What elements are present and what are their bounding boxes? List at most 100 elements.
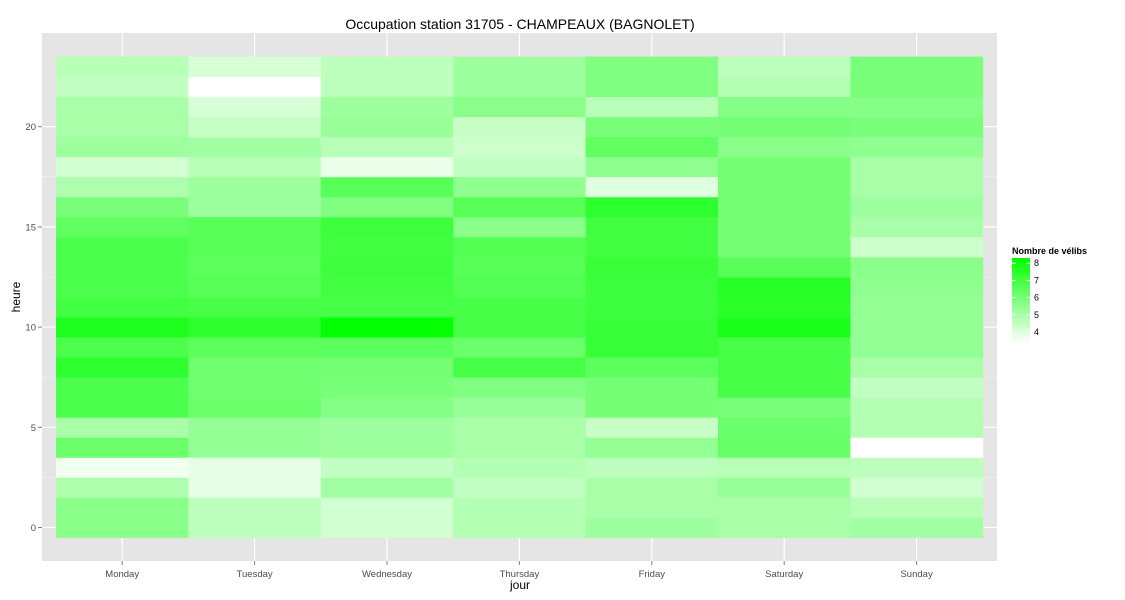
heatmap-cell bbox=[188, 216, 322, 238]
heatmap-cell bbox=[453, 116, 586, 138]
legend-tick-label: 7 bbox=[1034, 275, 1039, 285]
heatmap-cells bbox=[56, 56, 984, 538]
heatmap-cell bbox=[585, 477, 719, 498]
heatmap-cell bbox=[453, 297, 586, 318]
heatmap-cell bbox=[850, 337, 984, 358]
heatmap-cell bbox=[320, 76, 454, 98]
y-tick-label: 15 bbox=[25, 222, 36, 233]
heatmap-cell bbox=[453, 277, 586, 298]
heatmap-cell bbox=[320, 377, 454, 398]
y-tick-label: 10 bbox=[25, 323, 36, 334]
heatmap-cell bbox=[585, 397, 719, 418]
heatmap-cell bbox=[56, 297, 189, 318]
chart-title: Occupation station 31705 - CHAMPEAUX (BA… bbox=[345, 16, 694, 32]
heatmap-cell bbox=[320, 136, 454, 158]
heatmap-cell bbox=[188, 337, 322, 358]
heatmap-cell bbox=[320, 256, 454, 278]
heatmap-cell bbox=[453, 397, 586, 418]
heatmap-cell bbox=[718, 116, 851, 138]
x-tick-label: Friday bbox=[639, 569, 666, 580]
heatmap-cell bbox=[56, 457, 189, 478]
y-tick-label: 5 bbox=[31, 423, 36, 434]
heatmap-cell bbox=[56, 96, 189, 118]
heatmap-cell bbox=[585, 457, 719, 478]
x-tick-label: Saturday bbox=[765, 569, 803, 580]
heatmap-cell bbox=[453, 337, 586, 358]
heatmap-cell bbox=[585, 216, 719, 238]
heatmap-cell bbox=[718, 76, 851, 98]
heatmap-cell bbox=[56, 417, 189, 438]
y-axis-title: heure bbox=[9, 281, 23, 312]
heatmap-cell bbox=[850, 357, 984, 378]
heatmap-cell bbox=[320, 337, 454, 358]
heatmap-cell bbox=[585, 277, 719, 298]
heatmap-cell bbox=[718, 457, 851, 478]
heatmap-cell bbox=[718, 236, 851, 258]
heatmap-cell bbox=[56, 156, 189, 178]
heatmap-cell bbox=[320, 437, 454, 458]
legend-tick-label: 4 bbox=[1034, 327, 1039, 337]
heatmap-cell bbox=[850, 517, 984, 538]
heatmap-cell bbox=[188, 56, 322, 77]
heatmap-cell bbox=[188, 136, 322, 158]
heatmap-cell bbox=[188, 176, 322, 198]
heatmap-cell bbox=[56, 176, 189, 198]
heatmap-cell bbox=[850, 277, 984, 298]
heatmap-cell bbox=[585, 136, 719, 158]
heatmap-cell bbox=[320, 477, 454, 498]
heatmap-cell bbox=[850, 156, 984, 178]
heatmap-cell bbox=[585, 517, 719, 538]
heatmap-cell bbox=[585, 76, 719, 98]
heatmap-cell bbox=[56, 56, 189, 77]
heatmap-cell bbox=[188, 317, 322, 338]
heatmap-cell bbox=[718, 517, 851, 538]
x-tick-label: Wednesday bbox=[362, 569, 412, 580]
heatmap-cell bbox=[718, 96, 851, 118]
legend-tick-label: 8 bbox=[1034, 258, 1039, 268]
heatmap-cell bbox=[320, 116, 454, 138]
y-tick-label: 20 bbox=[25, 122, 36, 133]
heatmap-cell bbox=[585, 377, 719, 398]
heatmap-cell bbox=[850, 56, 984, 77]
heatmap-cell bbox=[320, 156, 454, 178]
heatmap-cell bbox=[585, 176, 719, 198]
heatmap-cell bbox=[56, 377, 189, 398]
heatmap-cell bbox=[850, 397, 984, 418]
heatmap-cell bbox=[320, 297, 454, 318]
heatmap-cell bbox=[718, 196, 851, 218]
heatmap-cell bbox=[585, 96, 719, 118]
y-axis: 0 5 10 15 20 bbox=[25, 122, 42, 534]
heatmap-cell bbox=[320, 96, 454, 118]
heatmap-cell bbox=[188, 256, 322, 278]
heatmap-cell bbox=[56, 337, 189, 358]
heatmap-cell bbox=[718, 417, 851, 438]
heatmap-cell bbox=[718, 216, 851, 238]
heatmap-cell bbox=[585, 56, 719, 77]
legend-tick-label: 6 bbox=[1034, 293, 1039, 303]
heatmap-cell bbox=[453, 216, 586, 238]
legend-title: Nombre de vélibs bbox=[1012, 246, 1087, 256]
heatmap-cell bbox=[718, 397, 851, 418]
heatmap-cell bbox=[585, 156, 719, 178]
heatmap-cell bbox=[850, 76, 984, 98]
heatmap-cell bbox=[188, 397, 322, 418]
heatmap-cell bbox=[850, 116, 984, 138]
legend-tick-label: 5 bbox=[1034, 310, 1039, 320]
heatmap-cell bbox=[718, 357, 851, 378]
heatmap-cell bbox=[453, 256, 586, 278]
heatmap-cell bbox=[850, 457, 984, 478]
heatmap-cell bbox=[188, 517, 322, 538]
heatmap-cell bbox=[585, 256, 719, 278]
heatmap-cell bbox=[320, 397, 454, 418]
heatmap-cell bbox=[718, 317, 851, 338]
heatmap-cell bbox=[320, 457, 454, 478]
x-tick-label: Monday bbox=[105, 569, 139, 580]
heatmap-cell bbox=[188, 277, 322, 298]
heatmap-cell bbox=[320, 236, 454, 258]
heatmap-cell bbox=[320, 417, 454, 438]
heatmap-cell bbox=[453, 176, 586, 198]
heatmap-cell bbox=[453, 76, 586, 98]
heatmap-cell bbox=[585, 116, 719, 138]
heatmap-cell bbox=[453, 417, 586, 438]
heatmap-cell bbox=[850, 297, 984, 318]
